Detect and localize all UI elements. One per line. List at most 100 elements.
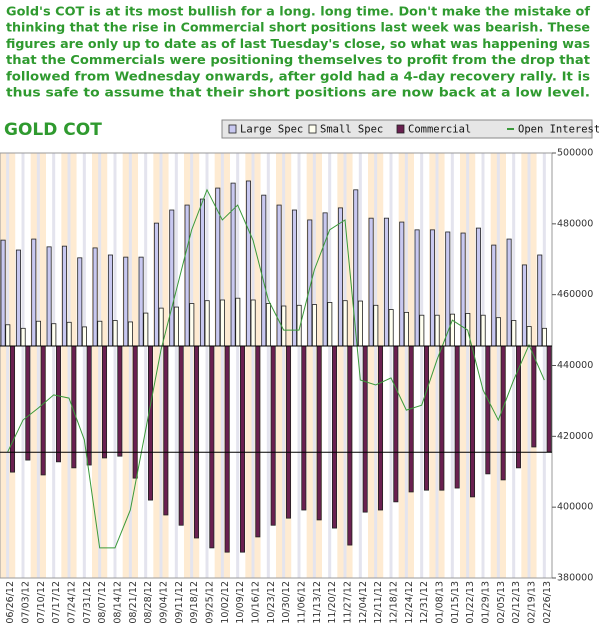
x-tick-label: 12/31/12 xyxy=(419,581,430,624)
x-tick-label: 07/03/12 xyxy=(21,581,32,624)
bar xyxy=(31,238,37,347)
bar xyxy=(439,345,445,491)
bar xyxy=(485,345,491,475)
x-tick-label: 10/23/12 xyxy=(266,581,277,624)
bar xyxy=(408,345,414,493)
legend-label: Commercial xyxy=(408,124,471,136)
bar xyxy=(419,314,425,347)
bar xyxy=(107,254,113,347)
x-tick-label: 12/18/12 xyxy=(389,581,400,624)
bar xyxy=(331,345,337,529)
bar xyxy=(61,245,67,347)
bar xyxy=(173,306,179,347)
legend-label: Large Spec xyxy=(240,124,303,136)
bar xyxy=(56,345,62,463)
x-tick-label: 09/18/12 xyxy=(189,581,200,624)
bar xyxy=(235,297,241,347)
bar xyxy=(250,299,256,347)
legend-label: Small Spec xyxy=(320,124,383,136)
x-tick-label: 07/31/12 xyxy=(82,581,93,624)
x-tick-label: 09/11/12 xyxy=(174,581,185,624)
bar xyxy=(546,345,552,453)
bar xyxy=(112,320,118,347)
bar xyxy=(357,300,363,347)
bar xyxy=(327,302,333,347)
bar xyxy=(178,345,184,526)
bar xyxy=(219,299,225,347)
bar xyxy=(500,345,506,481)
x-tick-label: 11/20/12 xyxy=(327,581,338,624)
bar xyxy=(537,254,543,347)
bar xyxy=(153,222,159,347)
x-tick-label: 12/11/12 xyxy=(373,581,384,624)
x-tick-label: 10/09/12 xyxy=(235,581,246,624)
bar xyxy=(138,256,144,347)
legend-swatch xyxy=(396,124,405,134)
x-tick-label: 02/05/13 xyxy=(496,581,507,624)
x-tick-label: 11/06/12 xyxy=(297,581,308,624)
bar xyxy=(9,345,15,473)
chart-title: GOLD COT xyxy=(4,120,102,140)
bar xyxy=(199,198,205,347)
bar xyxy=(285,345,291,519)
bar xyxy=(460,232,466,347)
bar xyxy=(92,247,98,347)
bar xyxy=(429,229,435,347)
bar xyxy=(388,309,394,347)
bar xyxy=(204,300,210,347)
x-tick-label: 12/24/12 xyxy=(404,581,415,624)
bar xyxy=(46,246,52,347)
bar xyxy=(224,345,230,553)
bar xyxy=(132,345,138,479)
x-tick-label: 07/10/12 xyxy=(36,581,47,624)
x-tick-label: 10/16/12 xyxy=(251,581,262,624)
x-tick-label: 01/15/13 xyxy=(450,581,461,624)
x-tick-label: 07/24/12 xyxy=(67,581,78,624)
bar xyxy=(399,221,405,347)
bar xyxy=(342,300,348,347)
x-tick-label: 08/28/12 xyxy=(143,581,154,624)
bar xyxy=(117,345,123,457)
bar xyxy=(147,345,153,501)
bar xyxy=(383,217,389,347)
x-tick-label: 09/04/12 xyxy=(159,581,170,624)
bar xyxy=(475,227,481,347)
y-tick-label: 440000 xyxy=(557,360,593,371)
x-tick-label: 10/30/12 xyxy=(281,581,292,624)
bar xyxy=(531,345,537,448)
legend-swatch xyxy=(308,124,317,134)
bar xyxy=(469,345,475,498)
bar xyxy=(158,307,164,347)
line-series xyxy=(7,188,545,549)
text-line: thinking that the rise in Commercial sho… xyxy=(6,20,590,35)
bar xyxy=(40,345,46,476)
x-tick-label: 02/26/13 xyxy=(542,581,553,624)
x-tick-label: 11/13/12 xyxy=(312,581,323,624)
bar xyxy=(77,257,83,347)
bar xyxy=(102,345,108,459)
y-tick-label: 420000 xyxy=(557,431,593,442)
bar xyxy=(414,229,420,347)
text-line: thus safe to assume that their short pos… xyxy=(6,85,590,100)
bar xyxy=(281,305,287,347)
bar xyxy=(291,209,297,347)
bar xyxy=(270,345,276,526)
text-line: followed from Wednesday onwards, after g… xyxy=(6,68,590,83)
legend-swatch xyxy=(228,124,237,134)
x-tick-label: 09/25/12 xyxy=(205,581,216,624)
x-tick-label: 06/26/12 xyxy=(5,581,16,624)
bar xyxy=(127,321,133,347)
x-tick-label: 10/02/12 xyxy=(220,581,231,624)
bar xyxy=(97,320,103,347)
bar xyxy=(403,311,409,347)
bar xyxy=(245,180,251,347)
bar xyxy=(423,345,429,491)
x-tick-label: 12/04/12 xyxy=(358,581,369,624)
bar xyxy=(0,239,6,347)
bar xyxy=(311,304,317,347)
x-tick-label: 02/19/13 xyxy=(527,581,538,624)
x-tick-label: 01/22/13 xyxy=(465,581,476,624)
bar xyxy=(163,345,169,516)
bar xyxy=(541,327,547,347)
bar xyxy=(393,345,399,503)
